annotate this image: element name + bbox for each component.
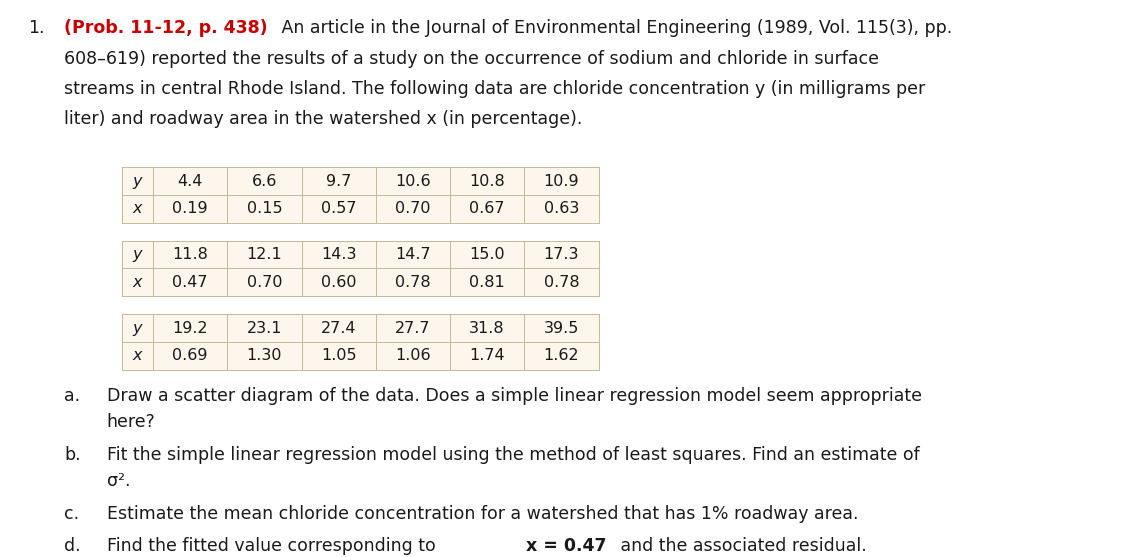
Text: 0.63: 0.63 <box>543 202 579 216</box>
Text: Estimate the mean chloride concentration for a watershed that has 1% roadway are: Estimate the mean chloride concentration… <box>107 505 858 522</box>
Text: c.: c. <box>64 505 79 522</box>
Text: 0.81: 0.81 <box>469 275 505 290</box>
Text: 1.05: 1.05 <box>321 349 357 363</box>
Text: 19.2: 19.2 <box>172 321 208 335</box>
Text: 23.1: 23.1 <box>246 321 282 335</box>
Text: Fit the simple linear regression model using the method of least squares. Find a: Fit the simple linear regression model u… <box>107 446 919 463</box>
Text: 9.7: 9.7 <box>326 174 351 188</box>
Text: 0.70: 0.70 <box>246 275 282 290</box>
Text: here?: here? <box>107 413 155 431</box>
Text: y: y <box>133 174 142 188</box>
Text: An article in the Journal of Environmental Engineering (1989, Vol. 115(3), pp.: An article in the Journal of Environment… <box>276 19 952 37</box>
Text: y: y <box>133 321 142 335</box>
Text: 4.4: 4.4 <box>178 174 202 188</box>
Text: x: x <box>133 275 142 290</box>
Text: 12.1: 12.1 <box>246 247 282 262</box>
Text: 14.3: 14.3 <box>321 247 357 262</box>
Text: 0.67: 0.67 <box>469 202 505 216</box>
Text: 14.7: 14.7 <box>395 247 431 262</box>
Text: d.: d. <box>64 537 81 555</box>
Text: 11.8: 11.8 <box>172 247 208 262</box>
Text: 10.8: 10.8 <box>469 174 505 188</box>
Text: 0.69: 0.69 <box>172 349 208 363</box>
Text: 1.06: 1.06 <box>395 349 431 363</box>
Text: 6.6: 6.6 <box>252 174 277 188</box>
Text: x = 0.47: x = 0.47 <box>526 537 608 555</box>
Text: 10.6: 10.6 <box>395 174 431 188</box>
Text: liter) and roadway area in the watershed x (in percentage).: liter) and roadway area in the watershed… <box>64 110 583 128</box>
Text: Find the fitted value corresponding to: Find the fitted value corresponding to <box>107 537 441 555</box>
Text: 39.5: 39.5 <box>543 321 579 335</box>
Text: y: y <box>133 247 142 262</box>
Text: 17.3: 17.3 <box>543 247 579 262</box>
Text: 31.8: 31.8 <box>469 321 505 335</box>
Text: streams in central Rhode Island. The following data are chloride concentration y: streams in central Rhode Island. The fol… <box>64 80 926 97</box>
Text: 0.78: 0.78 <box>543 275 579 290</box>
Text: 1.30: 1.30 <box>246 349 282 363</box>
Text: 0.19: 0.19 <box>172 202 208 216</box>
Text: 0.60: 0.60 <box>321 275 357 290</box>
Text: 27.4: 27.4 <box>321 321 357 335</box>
Text: 10.9: 10.9 <box>543 174 579 188</box>
Text: 27.7: 27.7 <box>395 321 431 335</box>
Text: 0.70: 0.70 <box>395 202 431 216</box>
Text: σ².: σ². <box>107 472 130 490</box>
Text: x: x <box>133 202 142 216</box>
Text: and the associated residual.: and the associated residual. <box>615 537 867 555</box>
Text: 1.74: 1.74 <box>469 349 505 363</box>
Text: (Prob. 11-12, p. 438): (Prob. 11-12, p. 438) <box>64 19 268 37</box>
Text: 1.62: 1.62 <box>543 349 579 363</box>
Text: a.: a. <box>64 387 80 404</box>
Text: 0.47: 0.47 <box>172 275 208 290</box>
Text: 0.15: 0.15 <box>246 202 282 216</box>
Text: Draw a scatter diagram of the data. Does a simple linear regression model seem a: Draw a scatter diagram of the data. Does… <box>107 387 921 404</box>
Text: 608–619) reported the results of a study on the occurrence of sodium and chlorid: 608–619) reported the results of a study… <box>64 50 879 67</box>
Text: 0.57: 0.57 <box>321 202 357 216</box>
Text: b.: b. <box>64 446 81 463</box>
Text: 1.: 1. <box>28 19 45 37</box>
Text: 0.78: 0.78 <box>395 275 431 290</box>
Text: 15.0: 15.0 <box>469 247 505 262</box>
Text: x: x <box>133 349 142 363</box>
